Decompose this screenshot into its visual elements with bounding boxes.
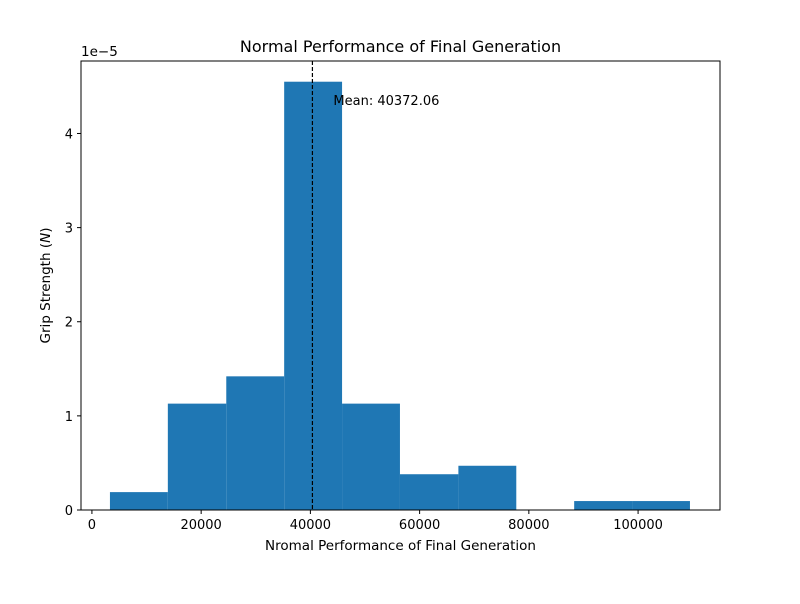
x-ticks: 0 20000 40000 60000 80000 100000	[88, 510, 663, 533]
x-tick-label: 40000	[290, 518, 331, 533]
x-tick-label: 80000	[508, 518, 549, 533]
axes-frame	[80, 60, 721, 511]
y-tick-label: 4	[65, 127, 73, 142]
y-axis-label: Grip Strength (N)	[38, 228, 54, 344]
histogram-bar	[574, 501, 633, 510]
x-tick-label: 20000	[180, 518, 221, 533]
x-tick-label: 0	[88, 518, 96, 533]
y-offset-text: 1e−5	[81, 44, 118, 60]
x-tick-label: 60000	[399, 518, 440, 533]
histogram-bar	[167, 403, 227, 510]
chart-title: Normal Performance of Final Generation	[240, 37, 561, 56]
x-tick-label: 100000	[613, 518, 663, 533]
y-tick-label: 3	[65, 222, 73, 237]
histogram-bar	[284, 81, 343, 511]
mean-layer: Mean: 40372.06	[311, 61, 439, 510]
histogram-bar	[632, 501, 690, 510]
histogram-bar	[342, 403, 400, 510]
y-tick-label: 1	[65, 410, 73, 425]
x-axis-label: Nromal Performance of Final Generation	[265, 538, 536, 554]
histogram-bar	[226, 376, 285, 510]
bars-layer	[109, 81, 690, 511]
histogram-bar	[399, 474, 459, 510]
histogram-bar	[109, 492, 168, 510]
histogram-bar	[458, 465, 517, 510]
y-tick-label: 0	[65, 504, 73, 519]
mean-annotation: Mean: 40372.06	[333, 94, 439, 109]
y-tick-label: 2	[65, 316, 73, 331]
y-ticks: 0 1 2 3 4	[65, 127, 81, 519]
